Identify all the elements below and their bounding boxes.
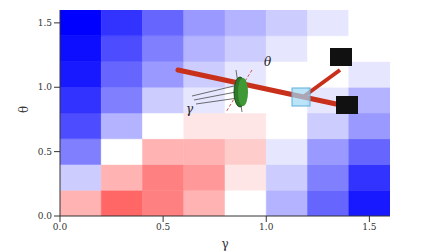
svg-text:1.0: 1.0 [38, 82, 53, 92]
svg-text:0.0: 0.0 [38, 211, 53, 221]
svg-text:θ: θ [264, 55, 272, 69]
svg-text:θ: θ [17, 106, 31, 113]
svg-text:1.5: 1.5 [38, 18, 53, 28]
svg-text:γ: γ [186, 102, 194, 116]
svg-text:1.0: 1.0 [259, 222, 274, 232]
svg-text:γ: γ [221, 237, 228, 251]
svg-text:0.5: 0.5 [38, 147, 53, 157]
svg-text:1.5: 1.5 [362, 222, 377, 232]
svg-text:0.5: 0.5 [156, 222, 171, 232]
svg-text:0.0: 0.0 [53, 222, 68, 232]
